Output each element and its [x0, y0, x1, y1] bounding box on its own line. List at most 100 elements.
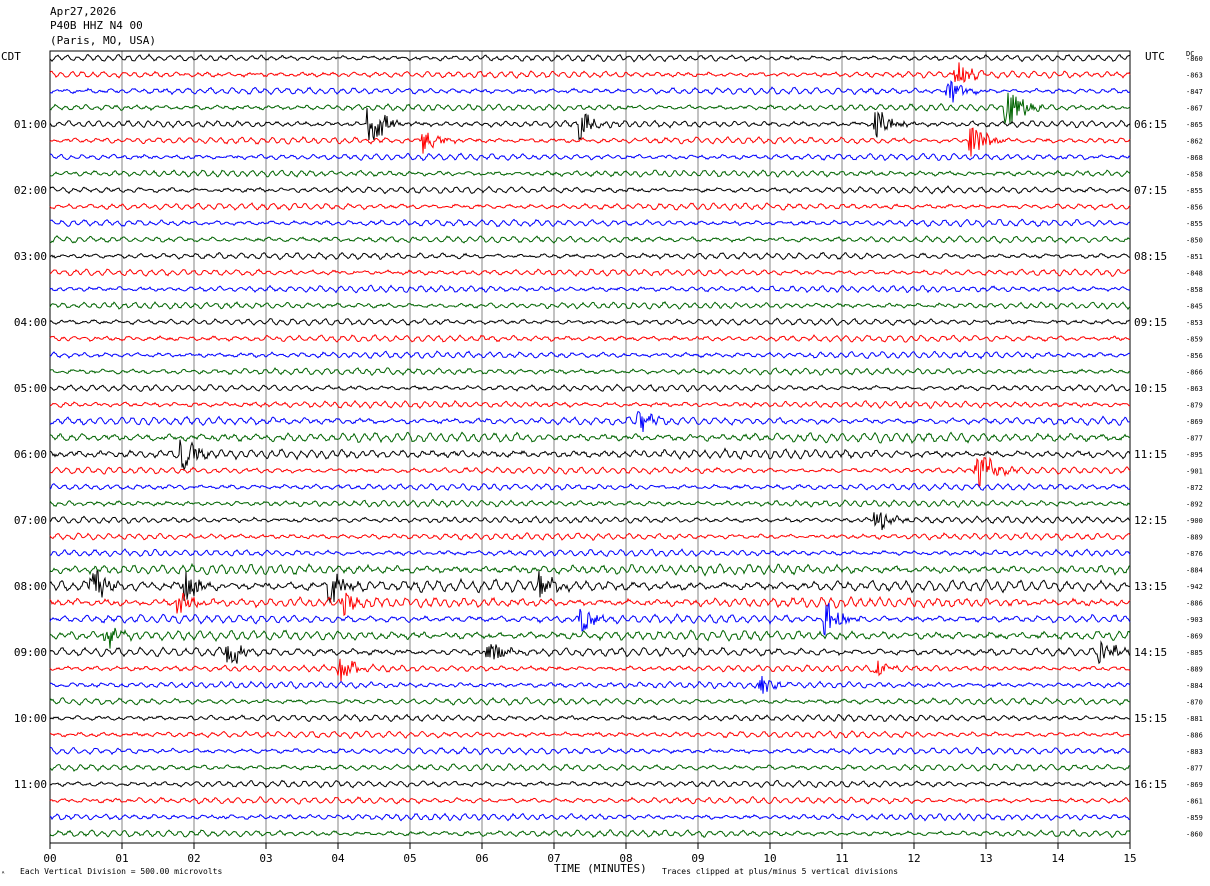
dc-offset-label: -845: [1186, 303, 1203, 311]
dc-offset-label: -869: [1186, 633, 1203, 641]
right-time-label: 11:15: [1134, 448, 1167, 461]
x-tick-label: 01: [115, 852, 128, 865]
dc-offset-label: -892: [1186, 501, 1203, 509]
dc-offset-label: -884: [1186, 682, 1203, 690]
right-time-label: 07:15: [1134, 184, 1167, 197]
trace-row: [49, 675, 1131, 694]
trace-row: [49, 127, 1131, 157]
left-axis-label: CDT: [1, 50, 21, 63]
left-time-label: 01:00: [14, 118, 47, 131]
scale-note: Each Vertical Division = 500.00 microvol…: [20, 867, 223, 876]
x-tick-label: 09: [691, 852, 704, 865]
trace-row: [49, 367, 1131, 377]
trace-row: [49, 152, 1131, 162]
right-axis-label: UTC: [1145, 50, 1165, 63]
trace-row: [49, 62, 1131, 84]
date-label: Apr27,2026: [50, 5, 117, 18]
trace-row: [49, 92, 1131, 124]
trace-row: [49, 482, 1131, 492]
dc-offset-label: -856: [1186, 204, 1203, 212]
left-time-label: 04:00: [14, 316, 47, 329]
right-time-label: 13:15: [1134, 580, 1167, 593]
trace-row: [49, 570, 1131, 604]
left-time-label: 02:00: [14, 184, 47, 197]
left-time-label: 03:00: [14, 250, 47, 263]
plot-frame: [49, 50, 1131, 844]
dc-offset-label: -868: [1186, 154, 1203, 162]
right-time-label: 09:15: [1134, 316, 1167, 329]
trace-row: [49, 439, 1131, 472]
dc-offset-label: -870: [1186, 699, 1203, 707]
left-time-label: 10:00: [14, 712, 47, 725]
dc-offset-label: -861: [1186, 798, 1203, 806]
dc-offset-label: -851: [1186, 253, 1203, 261]
dc-offset-label: -942: [1186, 583, 1203, 591]
dc-offset-label: -853: [1186, 319, 1203, 327]
x-tick-label: 06: [475, 852, 488, 865]
location-label: (Paris, MO, USA): [50, 34, 156, 47]
dc-offset-label: -867: [1186, 105, 1203, 113]
dc-label: DC: [1186, 50, 1195, 58]
trace-row: [49, 456, 1131, 488]
trace-row: [49, 697, 1131, 706]
dc-offset-label: -872: [1186, 484, 1203, 492]
x-axis-label: TIME (MINUTES): [554, 862, 647, 875]
x-tick-label: 07: [547, 852, 560, 865]
dc-offset-label: -859: [1186, 336, 1203, 344]
x-tick-label: 13: [979, 852, 992, 865]
trace-row: [49, 350, 1131, 360]
trace-row: [49, 640, 1131, 665]
trace-row: [49, 498, 1131, 508]
right-time-label: 16:15: [1134, 778, 1167, 791]
x-tick-label: 11: [835, 852, 848, 865]
trace-row: [49, 592, 1131, 617]
trace-row: [49, 829, 1131, 839]
dc-offset-label: -863: [1186, 72, 1203, 80]
trace-row: [49, 169, 1131, 178]
trace-row: [49, 779, 1131, 789]
dc-offset-label: -862: [1186, 138, 1203, 146]
trace-row: [49, 107, 1131, 141]
trace-row: [49, 602, 1131, 636]
left-time-label: 05:00: [14, 382, 47, 395]
footer-marker: ᴬ: [1, 870, 6, 878]
dc-offset-label: -856: [1186, 352, 1203, 360]
right-time-label: 06:15: [1134, 118, 1167, 131]
trace-row: [49, 53, 1131, 63]
dc-offset-label: -876: [1186, 550, 1203, 558]
trace-row: [49, 284, 1131, 294]
dc-offset-label: -877: [1186, 435, 1203, 443]
station-label: P40B HHZ N4 00: [50, 19, 143, 32]
trace-row: [50, 746, 1131, 756]
dc-offset-label: -865: [1186, 121, 1203, 129]
trace-row: [49, 317, 1131, 327]
right-time-label: 12:15: [1134, 514, 1167, 527]
right-time-label: 14:15: [1134, 646, 1167, 659]
dc-offset-label: -901: [1186, 468, 1203, 476]
trace-row: [49, 218, 1131, 228]
dc-offset-label: -855: [1186, 187, 1203, 195]
x-tick-label: 03: [259, 852, 272, 865]
dc-offset-label: -860: [1186, 831, 1203, 839]
left-time-label: 08:00: [14, 580, 47, 593]
trace-row: [49, 532, 1131, 542]
x-tick-label: 14: [1051, 852, 1065, 865]
trace-row: [49, 812, 1131, 822]
dc-offset-label: -869: [1186, 418, 1203, 426]
left-time-label: 09:00: [14, 646, 47, 659]
right-time-label: 08:15: [1134, 250, 1167, 263]
dc-offset-label: -866: [1186, 369, 1203, 377]
dc-offset-label: -877: [1186, 765, 1203, 773]
left-time-label: 07:00: [14, 514, 47, 527]
x-tick-label: 08: [619, 852, 632, 865]
dc-offset-label: -889: [1186, 666, 1203, 674]
dc-offset-label: -848: [1186, 270, 1203, 278]
trace-row: [49, 334, 1131, 343]
x-tick-label: 02: [187, 852, 200, 865]
trace-row: [49, 713, 1131, 723]
dc-offset-label: -855: [1186, 220, 1203, 228]
trace-row: [49, 795, 1131, 805]
clip-note: Traces clipped at plus/minus 5 vertical …: [662, 867, 899, 876]
dc-offset-label: -885: [1186, 649, 1203, 657]
